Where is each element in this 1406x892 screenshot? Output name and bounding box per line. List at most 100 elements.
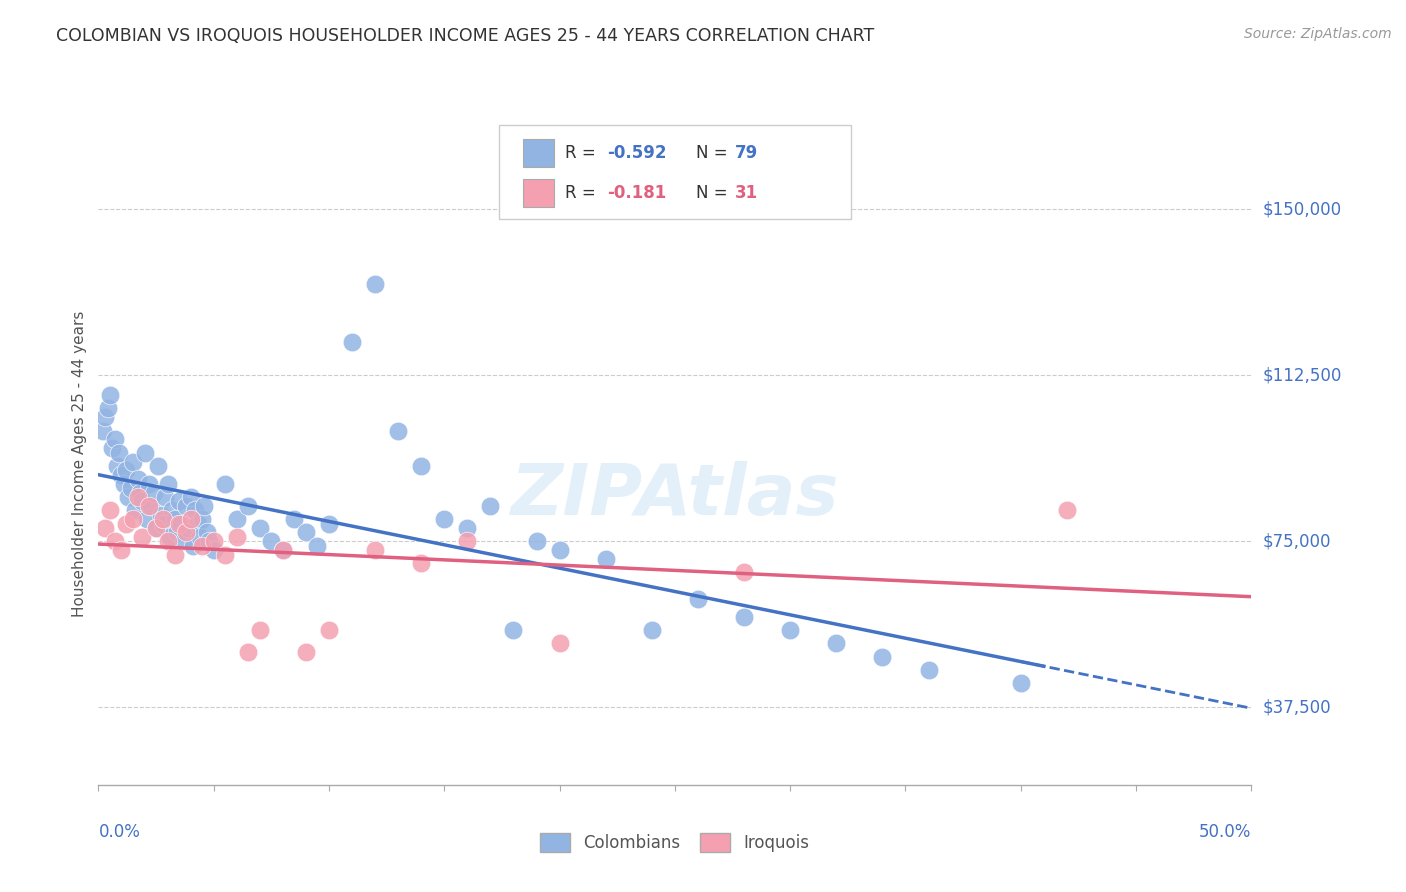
Point: [364, 277, 387, 292]
Point: [641, 623, 664, 637]
Point: [191, 512, 214, 526]
Point: [295, 525, 318, 540]
Point: [1010, 676, 1032, 690]
Point: [249, 521, 271, 535]
Point: [170, 516, 193, 531]
Point: [214, 548, 236, 562]
Text: COLOMBIAN VS IROQUOIS HOUSEHOLDER INCOME AGES 25 - 44 YEARS CORRELATION CHART: COLOMBIAN VS IROQUOIS HOUSEHOLDER INCOME…: [56, 27, 875, 45]
Point: [174, 499, 197, 513]
Point: [152, 516, 174, 531]
Point: [127, 490, 149, 504]
Point: [295, 645, 318, 659]
Point: [225, 512, 247, 526]
Point: [191, 539, 214, 553]
Point: [156, 534, 179, 549]
Point: [152, 512, 174, 526]
Text: $37,500: $37,500: [1263, 698, 1331, 716]
Point: [180, 490, 202, 504]
Point: [115, 516, 138, 531]
Point: [122, 512, 145, 526]
Point: [548, 636, 571, 650]
Point: [193, 499, 215, 513]
Point: [163, 548, 186, 562]
Point: [260, 534, 283, 549]
Point: [103, 534, 125, 549]
Point: [411, 458, 433, 473]
Point: [160, 503, 183, 517]
Point: [156, 476, 179, 491]
Point: [98, 503, 121, 517]
Point: [686, 591, 709, 606]
Point: [127, 472, 149, 486]
Point: [318, 623, 340, 637]
Point: [456, 534, 478, 549]
Point: [214, 476, 236, 491]
Y-axis label: Householder Income Ages 25 - 44 years: Householder Income Ages 25 - 44 years: [72, 310, 87, 617]
Point: [202, 534, 225, 549]
Point: [318, 516, 340, 531]
Point: [917, 663, 939, 677]
Text: -0.592: -0.592: [607, 145, 666, 162]
Text: R =: R =: [565, 145, 602, 162]
Point: [129, 485, 152, 500]
Point: [733, 609, 755, 624]
Point: [155, 490, 177, 504]
Point: [94, 521, 117, 535]
Text: 50.0%: 50.0%: [1199, 823, 1251, 841]
Text: 79: 79: [735, 145, 759, 162]
Point: [433, 512, 456, 526]
Point: [138, 499, 160, 513]
Point: [163, 512, 186, 526]
Point: [249, 623, 271, 637]
Point: [872, 649, 894, 664]
Point: [135, 512, 157, 526]
Point: [238, 499, 260, 513]
Point: [117, 490, 139, 504]
Point: [131, 494, 153, 508]
Point: [283, 512, 305, 526]
Point: [142, 485, 165, 500]
Point: [307, 539, 329, 553]
Point: [97, 401, 120, 416]
Point: [174, 525, 197, 540]
Point: [1056, 503, 1078, 517]
Point: [195, 525, 218, 540]
Text: Source: ZipAtlas.com: Source: ZipAtlas.com: [1244, 27, 1392, 41]
Point: [98, 388, 121, 402]
Point: [225, 530, 247, 544]
Point: [779, 623, 801, 637]
Point: [181, 539, 204, 553]
Point: [148, 458, 170, 473]
Point: [94, 410, 117, 425]
Point: [733, 566, 755, 580]
Text: $112,500: $112,500: [1263, 367, 1341, 384]
Point: [456, 521, 478, 535]
Point: [180, 512, 202, 526]
Point: [177, 521, 200, 535]
Point: [159, 530, 181, 544]
Point: [548, 543, 571, 558]
Point: [411, 557, 433, 571]
Point: [387, 424, 409, 438]
Point: [271, 543, 294, 558]
Legend: Colombians, Iroquois: Colombians, Iroquois: [531, 824, 818, 860]
Point: [138, 476, 160, 491]
Text: N =: N =: [696, 145, 733, 162]
Point: [112, 476, 135, 491]
Point: [184, 503, 207, 517]
Point: [91, 424, 114, 438]
Text: -0.181: -0.181: [607, 184, 666, 202]
Point: [238, 645, 260, 659]
Point: [105, 458, 128, 473]
Point: [131, 530, 153, 544]
Point: [825, 636, 848, 650]
Point: [141, 499, 163, 513]
Point: [502, 623, 524, 637]
Point: [101, 442, 124, 456]
Point: [103, 433, 125, 447]
Point: [526, 534, 548, 549]
Point: [340, 334, 363, 349]
Text: N =: N =: [696, 184, 733, 202]
Point: [479, 499, 502, 513]
Point: [166, 525, 188, 540]
